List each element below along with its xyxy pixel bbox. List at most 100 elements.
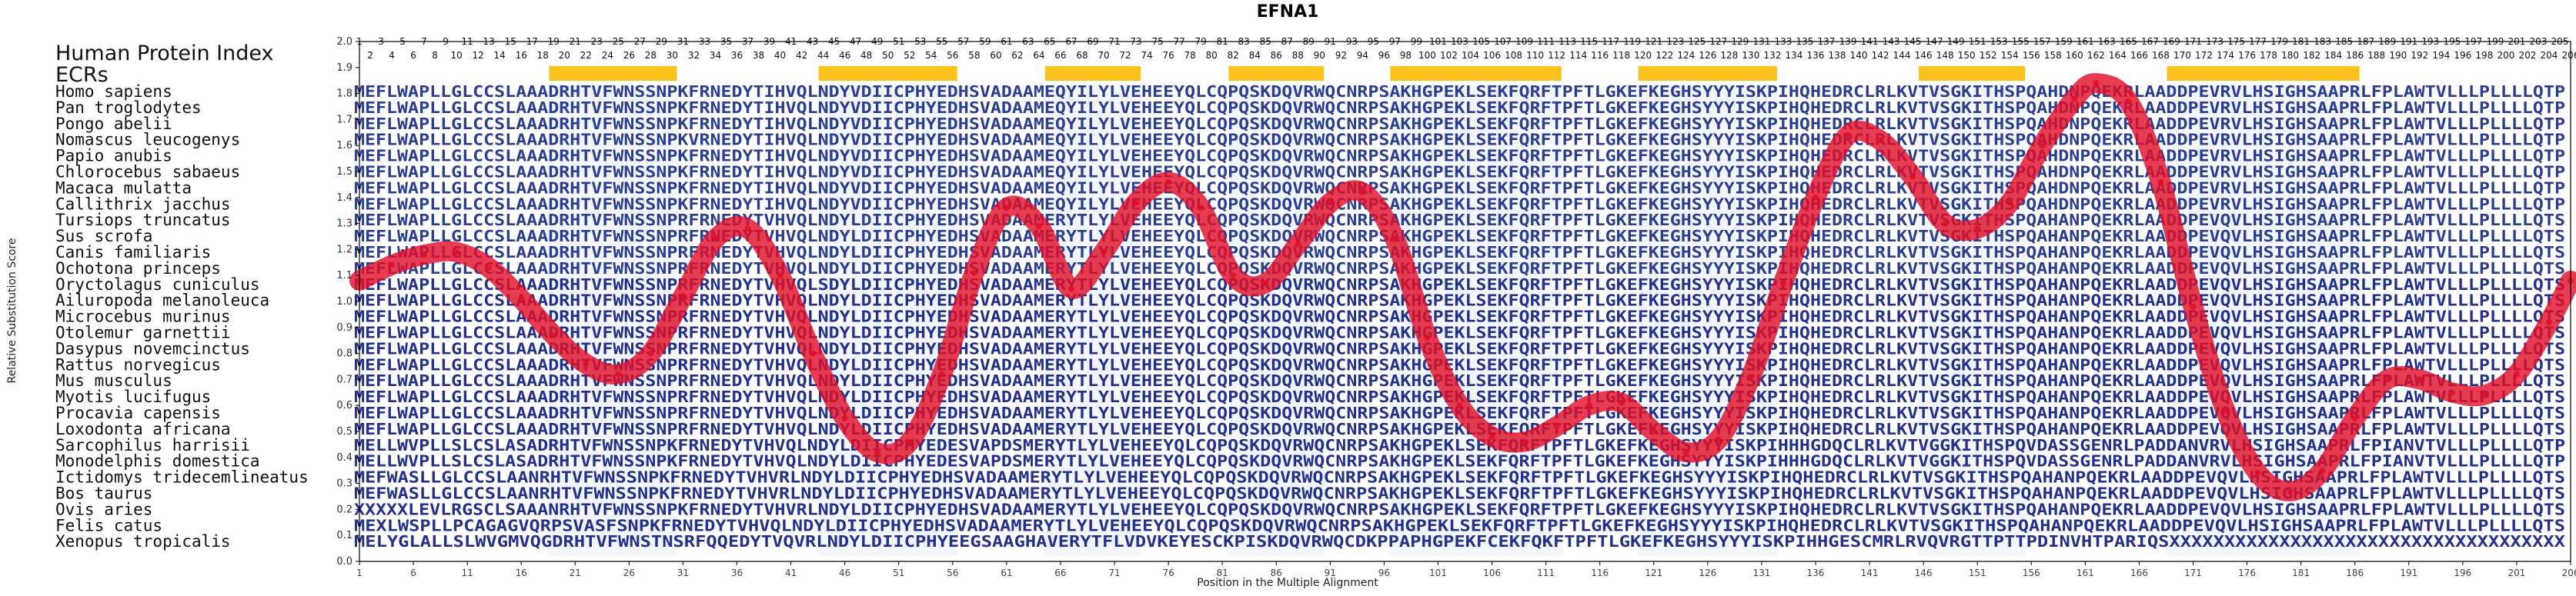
x-tick-label: 6 <box>410 568 416 578</box>
species-label: Bos taurus <box>55 484 152 503</box>
data-point <box>2416 376 2423 383</box>
ecr-bar <box>1919 66 2026 81</box>
data-point <box>1650 428 1657 435</box>
position-number: 36 <box>731 50 743 61</box>
data-point <box>1812 194 1819 201</box>
position-number: 78 <box>1184 50 1195 61</box>
position-number: 154 <box>2001 50 2019 61</box>
x-tick-label: 26 <box>623 568 635 578</box>
position-number: 112 <box>1548 50 1565 61</box>
position-number: 172 <box>2195 50 2213 61</box>
position-number: 156 <box>2023 50 2040 61</box>
position-number: 98 <box>1400 50 1412 61</box>
data-point <box>1942 220 1949 227</box>
x-tick-label: 41 <box>785 568 797 578</box>
y-tick-label: 1.4 <box>336 192 352 204</box>
sequence-row: MEFLWAPLLGLCCSLAAADRHTVFWNSSNPKFRNEDYTIH… <box>354 195 2565 213</box>
y-tick-label: 0.5 <box>336 426 352 438</box>
position-number: 40 <box>774 50 786 61</box>
x-tick-label: 81 <box>1217 568 1228 578</box>
data-point <box>1618 399 1625 406</box>
x-tick-label: 201 <box>2508 568 2525 578</box>
position-number: 56 <box>947 50 958 61</box>
x-tick-label: 71 <box>1108 568 1120 578</box>
species-label: Ovis aries <box>55 500 152 518</box>
x-tick-label: 171 <box>2184 568 2202 578</box>
y-tick-label: 0.7 <box>336 374 352 385</box>
x-tick-label: 101 <box>1429 568 1447 578</box>
data-point <box>2384 376 2391 383</box>
position-number: 120 <box>1634 50 1652 61</box>
position-number: 8 <box>432 50 438 61</box>
species-label: Procavia capensis <box>55 404 221 422</box>
data-point <box>550 331 557 338</box>
data-point <box>2319 467 2326 474</box>
sequence-row: MEFLWAPLLGLCCSLAAADRHTVFWNSSNPKFRNEDYTIH… <box>354 163 2565 181</box>
species-label: Papio anubis <box>55 147 172 165</box>
data-point <box>1359 189 1366 196</box>
x-axis-label: Position in the Multiple Alignment <box>1197 577 1378 589</box>
data-point <box>1909 173 1916 180</box>
position-number: 34 <box>710 50 721 61</box>
position-number: 174 <box>2217 50 2234 61</box>
position-number: 160 <box>2066 50 2083 61</box>
y-tick-label: 1.9 <box>336 62 352 74</box>
data-point <box>1974 225 1981 232</box>
x-tick-label: 111 <box>1537 568 1555 578</box>
position-number: 204 <box>2541 50 2558 61</box>
data-point <box>1456 402 1463 409</box>
position-number: 44 <box>817 50 829 61</box>
data-point <box>971 269 977 276</box>
data-point <box>1682 449 1689 456</box>
position-number: 92 <box>1335 50 1347 61</box>
position-number: 64 <box>1033 50 1044 61</box>
position-number: 126 <box>1699 50 1716 61</box>
data-point <box>1747 374 1754 381</box>
position-number: 138 <box>1829 50 1846 61</box>
x-tick-label: 91 <box>1325 568 1336 578</box>
data-point <box>744 225 751 232</box>
data-point <box>2254 470 2261 477</box>
position-number: 166 <box>2130 50 2148 61</box>
position-number: 82 <box>1228 50 1239 61</box>
species-label: Mus musculus <box>55 371 172 390</box>
data-point <box>518 295 525 302</box>
x-tick-label: 31 <box>677 568 689 578</box>
position-number: 128 <box>1720 50 1738 61</box>
position-number: 130 <box>1742 50 1759 61</box>
position-number: 100 <box>1418 50 1436 61</box>
data-point <box>2222 407 2229 414</box>
position-number: 140 <box>1850 50 1868 61</box>
x-tick-label: 141 <box>1861 568 1879 578</box>
position-number: 110 <box>1526 50 1544 61</box>
species-label: Myotis lucifugus <box>55 388 211 406</box>
y-tick-label: 1.8 <box>336 88 352 100</box>
data-point <box>389 261 396 268</box>
x-tick-label: 176 <box>2238 568 2256 578</box>
alignment-sequences: MEFLWAPLLGLCCSLAAADRHTVFWNSSNPKFRNEDYTIH… <box>354 82 2565 551</box>
data-point <box>1003 205 1010 211</box>
x-tick-label: 206 <box>2562 568 2576 578</box>
position-number: 142 <box>1872 50 1889 61</box>
ecr-bar <box>1390 66 1562 81</box>
position-number: 52 <box>904 50 915 61</box>
sequence-row: MEFLWAPLLGLCCSLAAADRHTVFWNSSNPRFRNEDYTVH… <box>354 420 2565 438</box>
data-point <box>2513 371 2520 378</box>
data-point <box>1553 423 1560 430</box>
data-point <box>1488 433 1495 440</box>
data-point <box>1133 199 1140 206</box>
position-number: 122 <box>1656 50 1673 61</box>
position-number: 30 <box>667 50 678 61</box>
position-number: 90 <box>1314 50 1325 61</box>
sequence-row: MEFWASLLGLCCSLAANRHTVFWNSSNPKFRNEDYTVHVR… <box>354 484 2565 503</box>
data-point <box>486 265 493 271</box>
y-tick-label: 1.5 <box>336 166 352 178</box>
position-number: 48 <box>860 50 872 61</box>
position-number: 12 <box>473 50 484 61</box>
data-point <box>2351 415 2358 422</box>
position-number: 186 <box>2346 50 2364 61</box>
position-number: 26 <box>623 50 635 61</box>
data-point <box>2545 319 2552 326</box>
sequence-row: MELLWVPLLSLCSLASADRHTVFWNSSNPKFRNEDYTVHV… <box>354 452 2565 471</box>
